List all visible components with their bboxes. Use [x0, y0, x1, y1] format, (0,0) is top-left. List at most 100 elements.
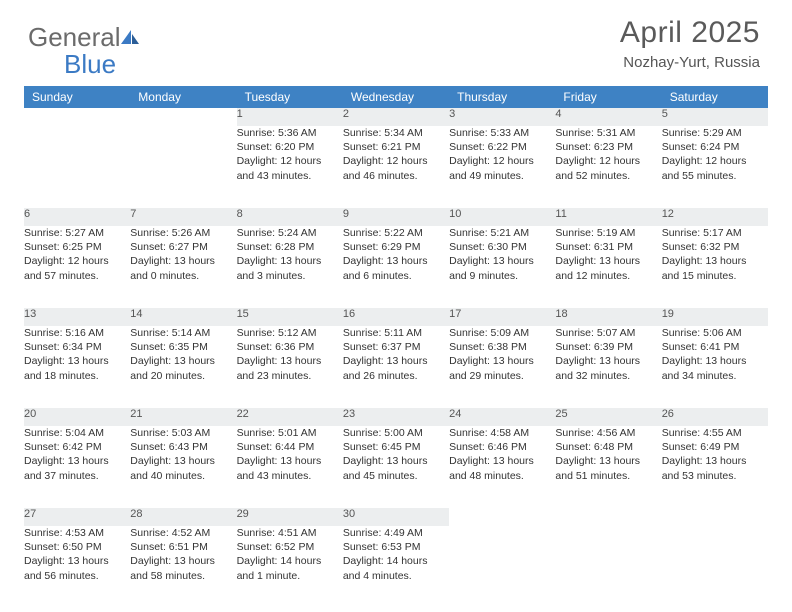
daylight-text-2: and 56 minutes. [24, 569, 130, 583]
daylight-text-2: and 20 minutes. [130, 369, 236, 383]
day-number: 1 [237, 108, 343, 126]
day-cell: Sunrise: 5:29 AMSunset: 6:24 PMDaylight:… [662, 126, 768, 208]
day-number: 24 [449, 408, 555, 426]
daylight-text-1: Daylight: 13 hours [24, 354, 130, 368]
day-number: 9 [343, 208, 449, 226]
weekday-friday: Friday [555, 86, 661, 108]
sunset-text: Sunset: 6:46 PM [449, 440, 555, 454]
day-cell: Sunrise: 5:31 AMSunset: 6:23 PMDaylight:… [555, 126, 661, 208]
logo-text-part1: General [28, 22, 121, 52]
sunrise-text: Sunrise: 5:36 AM [237, 126, 343, 140]
sunset-text: Sunset: 6:21 PM [343, 140, 449, 154]
day-number: 12 [662, 208, 768, 226]
day-number: 3 [449, 108, 555, 126]
day-number: 29 [237, 508, 343, 526]
daylight-text-2: and 18 minutes. [24, 369, 130, 383]
daylight-text-2: and 43 minutes. [237, 169, 343, 183]
daylight-text-2: and 32 minutes. [555, 369, 661, 383]
sunrise-text: Sunrise: 5:24 AM [237, 226, 343, 240]
sunrise-text: Sunrise: 5:34 AM [343, 126, 449, 140]
daylight-text-1: Daylight: 13 hours [237, 354, 343, 368]
sunrise-text: Sunrise: 5:21 AM [449, 226, 555, 240]
calendar-body: 12345Sunrise: 5:36 AMSunset: 6:20 PMDayl… [24, 108, 768, 608]
sunset-text: Sunset: 6:52 PM [237, 540, 343, 554]
day-number: 15 [237, 308, 343, 326]
sunset-text: Sunset: 6:24 PM [662, 140, 768, 154]
sunset-text: Sunset: 6:37 PM [343, 340, 449, 354]
day-cell: Sunrise: 5:19 AMSunset: 6:31 PMDaylight:… [555, 226, 661, 308]
day-number: 26 [662, 408, 768, 426]
day-cell: Sunrise: 5:11 AMSunset: 6:37 PMDaylight:… [343, 326, 449, 408]
daylight-text-1: Daylight: 13 hours [130, 454, 236, 468]
day-cell: Sunrise: 5:12 AMSunset: 6:36 PMDaylight:… [237, 326, 343, 408]
daynum-row: 12345 [24, 108, 768, 126]
daylight-text-2: and 53 minutes. [662, 469, 768, 483]
day-content-row: Sunrise: 5:36 AMSunset: 6:20 PMDaylight:… [24, 126, 768, 208]
sunrise-text: Sunrise: 4:53 AM [24, 526, 130, 540]
day-content-row: Sunrise: 5:16 AMSunset: 6:34 PMDaylight:… [24, 326, 768, 408]
day-cell: Sunrise: 4:51 AMSunset: 6:52 PMDaylight:… [237, 526, 343, 608]
daylight-text-2: and 4 minutes. [343, 569, 449, 583]
daylight-text-2: and 0 minutes. [130, 269, 236, 283]
sunrise-text: Sunrise: 5:04 AM [24, 426, 130, 440]
day-number: 13 [24, 308, 130, 326]
day-cell: Sunrise: 4:49 AMSunset: 6:53 PMDaylight:… [343, 526, 449, 608]
day-number: 18 [555, 308, 661, 326]
sunset-text: Sunset: 6:32 PM [662, 240, 768, 254]
logo-sail-icon [119, 24, 141, 55]
sunrise-text: Sunrise: 4:52 AM [130, 526, 236, 540]
sunrise-text: Sunrise: 4:56 AM [555, 426, 661, 440]
sunset-text: Sunset: 6:39 PM [555, 340, 661, 354]
daylight-text-1: Daylight: 13 hours [130, 254, 236, 268]
day-cell: Sunrise: 5:04 AMSunset: 6:42 PMDaylight:… [24, 426, 130, 508]
sunset-text: Sunset: 6:51 PM [130, 540, 236, 554]
day-cell: Sunrise: 4:58 AMSunset: 6:46 PMDaylight:… [449, 426, 555, 508]
sunset-text: Sunset: 6:36 PM [237, 340, 343, 354]
day-cell: Sunrise: 4:53 AMSunset: 6:50 PMDaylight:… [24, 526, 130, 608]
day-number: 16 [343, 308, 449, 326]
location-label: Nozhay-Yurt, Russia [623, 54, 760, 71]
sunset-text: Sunset: 6:22 PM [449, 140, 555, 154]
daylight-text-2: and 6 minutes. [343, 269, 449, 283]
day-number: 14 [130, 308, 236, 326]
weekday-wednesday: Wednesday [343, 86, 449, 108]
sunset-text: Sunset: 6:53 PM [343, 540, 449, 554]
daylight-text-2: and 57 minutes. [24, 269, 130, 283]
daylight-text-1: Daylight: 13 hours [449, 354, 555, 368]
day-cell: Sunrise: 5:16 AMSunset: 6:34 PMDaylight:… [24, 326, 130, 408]
sunset-text: Sunset: 6:35 PM [130, 340, 236, 354]
day-cell: Sunrise: 5:26 AMSunset: 6:27 PMDaylight:… [130, 226, 236, 308]
day-number: 7 [130, 208, 236, 226]
sunrise-text: Sunrise: 5:33 AM [449, 126, 555, 140]
daylight-text-1: Daylight: 13 hours [555, 254, 661, 268]
daynum-row: 13141516171819 [24, 308, 768, 326]
day-cell: Sunrise: 5:14 AMSunset: 6:35 PMDaylight:… [130, 326, 236, 408]
daylight-text-1: Daylight: 13 hours [662, 354, 768, 368]
weekday-monday: Monday [130, 86, 236, 108]
day-number: 10 [449, 208, 555, 226]
day-content-row: Sunrise: 4:53 AMSunset: 6:50 PMDaylight:… [24, 526, 768, 608]
sunset-text: Sunset: 6:42 PM [24, 440, 130, 454]
day-number: 25 [555, 408, 661, 426]
day-number: 11 [555, 208, 661, 226]
day-cell: Sunrise: 5:00 AMSunset: 6:45 PMDaylight:… [343, 426, 449, 508]
sunset-text: Sunset: 6:50 PM [24, 540, 130, 554]
sunrise-text: Sunrise: 5:12 AM [237, 326, 343, 340]
daylight-text-2: and 49 minutes. [449, 169, 555, 183]
empty-cell [449, 508, 555, 526]
sunrise-text: Sunrise: 5:03 AM [130, 426, 236, 440]
daylight-text-2: and 55 minutes. [662, 169, 768, 183]
day-cell: Sunrise: 5:03 AMSunset: 6:43 PMDaylight:… [130, 426, 236, 508]
sunset-text: Sunset: 6:31 PM [555, 240, 661, 254]
daylight-text-2: and 29 minutes. [449, 369, 555, 383]
daylight-text-2: and 45 minutes. [343, 469, 449, 483]
daylight-text-1: Daylight: 12 hours [662, 154, 768, 168]
daynum-row: 27282930 [24, 508, 768, 526]
day-number: 19 [662, 308, 768, 326]
day-content-row: Sunrise: 5:27 AMSunset: 6:25 PMDaylight:… [24, 226, 768, 308]
day-cell: Sunrise: 5:33 AMSunset: 6:22 PMDaylight:… [449, 126, 555, 208]
sunrise-text: Sunrise: 5:11 AM [343, 326, 449, 340]
daylight-text-2: and 37 minutes. [24, 469, 130, 483]
daylight-text-2: and 51 minutes. [555, 469, 661, 483]
day-cell: Sunrise: 4:55 AMSunset: 6:49 PMDaylight:… [662, 426, 768, 508]
